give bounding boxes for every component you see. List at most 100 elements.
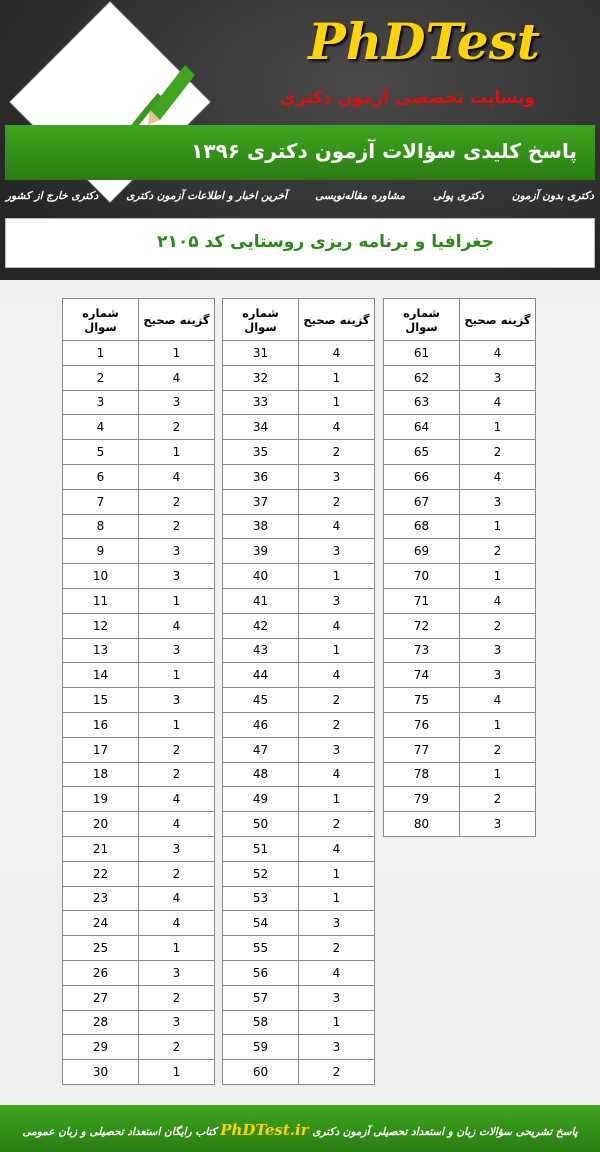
banner: پاسخ کلیدی سؤالات آزمون دکتری ۱۳۹۶ [5,125,595,180]
row: 14 1 [62,662,215,689]
question-number: 20 [62,811,139,837]
question-number: 71 [383,587,460,614]
row: 22 2 [62,860,215,887]
column-header: شماره سوال [383,298,460,341]
row: 37 2 [222,488,375,515]
answer: 4 [298,612,375,639]
row: 31 4 [222,340,375,366]
row: 49 1 [222,786,375,813]
answer: 3 [138,563,215,589]
footer-link[interactable]: PhDTest.ir [220,1121,309,1139]
answer: 3 [138,637,215,664]
question-number: 47 [222,736,299,763]
question-number: 32 [222,364,299,391]
row: 73 3 [383,637,536,664]
row: 29 2 [62,1034,215,1061]
row: 26 3 [62,959,215,986]
question-number: 35 [222,439,299,465]
row: 53 1 [222,885,375,912]
answer: 4 [459,340,536,366]
row: 45 2 [222,687,375,713]
row: 61 4 [383,340,536,366]
row: 16 1 [62,711,215,738]
answer: 1 [459,513,536,540]
question-number: 26 [62,959,139,986]
question-number: 75 [383,687,460,713]
answer: 2 [298,811,375,837]
answer: 3 [298,910,375,937]
question-number: 37 [222,488,299,515]
row: 24 4 [62,910,215,937]
question-number: 13 [62,637,139,664]
answer: 3 [138,1009,215,1036]
question-number: 48 [222,761,299,788]
column-header: گزینه صحیح [459,298,536,341]
row: 46 2 [222,711,375,738]
answer: 3 [298,587,375,614]
row: 17 2 [62,736,215,763]
question-number: 60 [222,1059,299,1085]
answer: 4 [138,364,215,391]
answer: 1 [298,637,375,664]
question-number: 39 [222,538,299,565]
question-number: 70 [383,563,460,589]
row: 78 1 [383,761,536,788]
answer: 4 [298,513,375,540]
question-number: 25 [62,935,139,961]
row: 59 3 [222,1034,375,1061]
nav-link[interactable]: دکتری بدون آزمون [511,190,594,202]
answer: 4 [459,389,536,416]
answer: 1 [298,860,375,887]
answer: 3 [459,637,536,664]
question-number: 6 [62,463,139,490]
question-number: 78 [383,761,460,788]
row: 75 4 [383,687,536,713]
row: 51 4 [222,835,375,862]
column-header: شماره سوال [62,298,139,341]
answer: 1 [298,885,375,912]
row: 65 2 [383,439,536,465]
question-number: 23 [62,885,139,912]
answer: 4 [138,885,215,912]
question-number: 53 [222,885,299,912]
answer: 2 [298,488,375,515]
answer: 2 [138,414,215,441]
answer-table: شماره سوال گزینه صحیح 1 1 2 4 3 3 4 2 5 1 6 4 7 2 8 2 9 3 10… [62,298,215,1085]
nav-link[interactable]: دکتری خارج از کشور [6,190,99,202]
row: 52 1 [222,860,375,887]
logo: PhDTest [308,12,540,71]
answer: 1 [138,1059,215,1085]
answer: 3 [138,687,215,713]
answer: 2 [138,761,215,788]
answer: 1 [298,786,375,813]
question-number: 80 [383,811,460,837]
nav-link[interactable]: دکتری پولی [433,190,484,202]
question-number: 29 [62,1034,139,1061]
question-number: 11 [62,587,139,614]
answer-table: شماره سوال گزینه صحیح 61 4 62 3 63 4 64 1 65 2 66 4 67… [383,298,536,837]
question-number: 50 [222,811,299,837]
row: 71 4 [383,587,536,614]
row: 30 1 [62,1059,215,1085]
row: 62 3 [383,364,536,391]
row: 79 2 [383,786,536,813]
question-number: 51 [222,835,299,862]
answer: 4 [138,612,215,639]
question-number: 38 [222,513,299,540]
row: 41 3 [222,587,375,614]
row: 40 1 [222,563,375,589]
question-number: 36 [222,463,299,490]
tagline: وبسایت تخصصی آزمون دکتری [279,88,535,108]
answer: 2 [138,860,215,887]
question-number: 2 [62,364,139,391]
question-number: 73 [383,637,460,664]
answer: 4 [298,959,375,986]
answer: 3 [138,835,215,862]
nav-link[interactable]: مشاوره مقاله‌نویسی [315,190,405,202]
nav-link[interactable]: آخرین اخبار و اطلاعات آزمون دکتری [126,190,288,202]
question-number: 54 [222,910,299,937]
row: 60 2 [222,1059,375,1085]
